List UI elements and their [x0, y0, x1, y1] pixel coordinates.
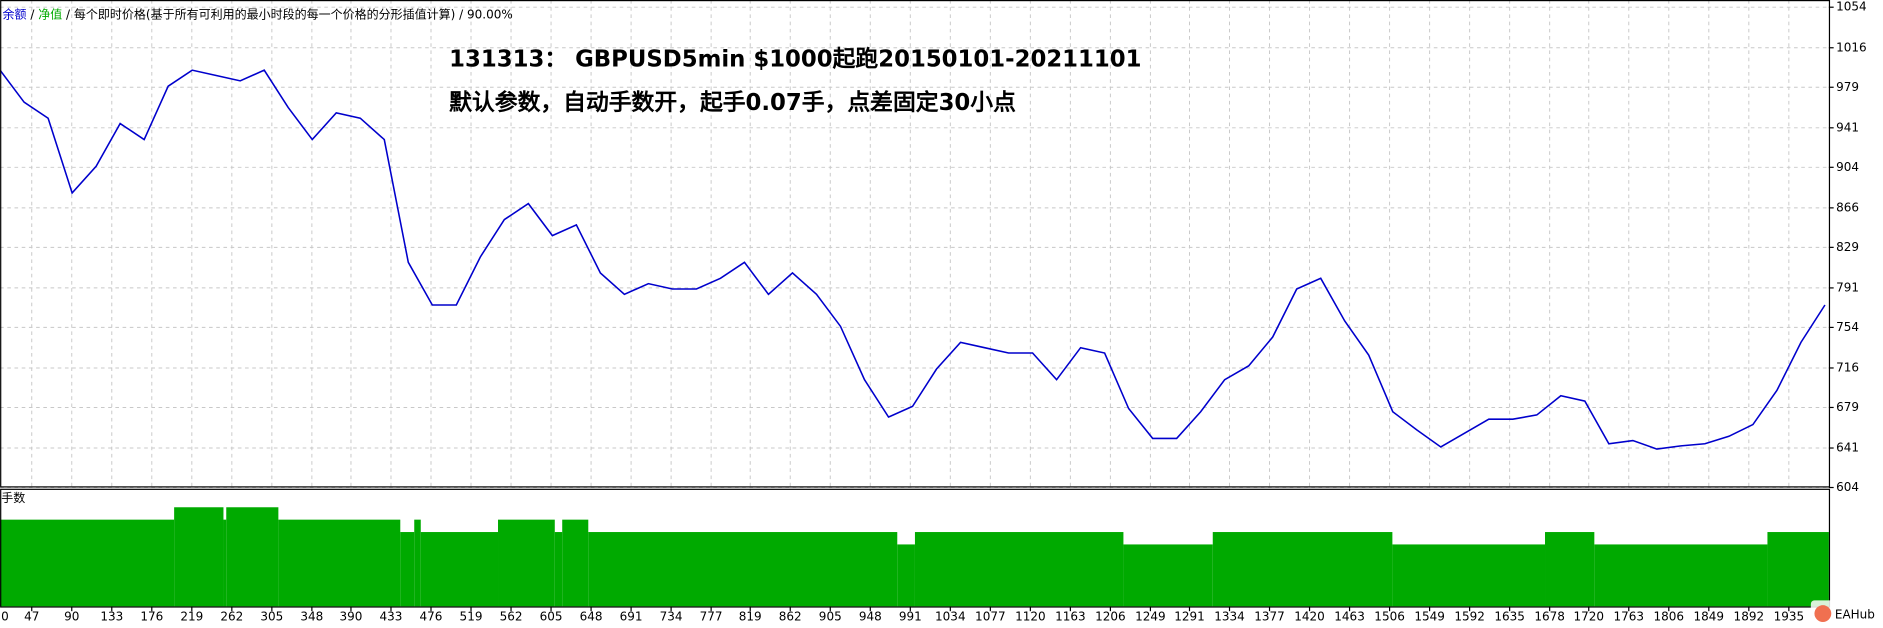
y-tick-label: 716	[1836, 360, 1859, 374]
y-tick-label: 604	[1836, 480, 1859, 494]
legend-entry: 净值	[38, 6, 62, 21]
lot-bar	[1545, 532, 1595, 607]
y-tick-label: 754	[1836, 320, 1859, 334]
lot-bar	[897, 544, 915, 607]
lot-bar	[498, 519, 555, 607]
x-tick-label: 433	[380, 610, 403, 624]
x-tick-label: 862	[779, 610, 802, 624]
lot-bar	[278, 519, 401, 607]
legend-entry: 90.00%	[467, 7, 513, 21]
legend-entry: 每个即时价格(基于所有可利用的最小时段的每一个价格的分形插值计算)	[74, 6, 455, 21]
annotation: 默认参数，自动手数开，起手0.07手，点差固定30小点	[449, 89, 1016, 116]
y-tick-label: 1016	[1836, 40, 1867, 54]
x-tick-label: 219	[180, 610, 203, 624]
y-tick-label: 979	[1836, 80, 1859, 94]
y-tick-label: 791	[1836, 280, 1859, 294]
x-tick-label: 1077	[975, 610, 1006, 624]
lot-bar	[588, 532, 898, 607]
x-tick-label: 948	[859, 610, 882, 624]
x-tick-label: 1506	[1374, 610, 1405, 624]
main-frame	[0, 0, 1831, 488]
lot-bar	[1767, 532, 1829, 607]
watermark-bg	[1810, 600, 1883, 627]
x-tick-label: 1635	[1494, 610, 1525, 624]
lot-bar	[400, 532, 415, 607]
x-tick-label: 262	[220, 610, 243, 624]
line-series	[0, 69, 1826, 450]
x-tick-label: 777	[700, 610, 723, 624]
x-tick-label: 1034	[935, 610, 966, 624]
x-tick-label: 1592	[1454, 610, 1485, 624]
y-tick-label: 1054	[1836, 0, 1867, 14]
lot-bar	[414, 519, 421, 607]
x-tick-label: 1720	[1573, 610, 1604, 624]
y-tick-label: 941	[1836, 120, 1859, 134]
lots-frame	[0, 488, 1831, 608]
x-tick-label: 1463	[1334, 610, 1365, 624]
lot-bar	[1123, 544, 1213, 607]
x-tick-label: 991	[899, 610, 922, 624]
x-tick-label: 819	[739, 610, 762, 624]
x-tick-label: 90	[64, 610, 79, 624]
x-tick-label: 1120	[1015, 610, 1046, 624]
lots-label: 手数	[1, 490, 25, 505]
plot	[0, 69, 1829, 607]
x-tick-label: 1549	[1414, 610, 1445, 624]
x-tick-label: 305	[260, 610, 283, 624]
x-tick-label: 734	[660, 610, 683, 624]
legend-separator: /	[459, 7, 464, 21]
x-tick-label: 1206	[1095, 610, 1126, 624]
x-tick-label: 476	[420, 610, 443, 624]
x-tick-label: 1163	[1055, 610, 1086, 624]
legend-entry: 余额	[3, 6, 27, 21]
x-tick-label: 176	[140, 610, 163, 624]
x-tick-label: 1935	[1774, 610, 1805, 624]
x-tick-label: 348	[300, 610, 323, 624]
x-tick-label: 905	[819, 610, 842, 624]
x-tick-label: 1291	[1174, 610, 1205, 624]
x-tick-label: 1377	[1254, 610, 1285, 624]
x-tick-label: 0	[1, 610, 9, 624]
x-tick-label: 1420	[1294, 610, 1325, 624]
lot-bar	[226, 507, 279, 607]
annotation: 131313： GBPUSD5min $1000起跑20150101-20211…	[449, 47, 1141, 73]
watermark-icon	[1814, 605, 1832, 622]
x-tick-label: 47	[24, 610, 39, 624]
x-tick-label: 1334	[1214, 610, 1245, 624]
x-tick-label: 1249	[1135, 610, 1166, 624]
x-tick-label: 519	[460, 610, 483, 624]
lot-bar	[420, 532, 499, 607]
lot-bar	[1594, 544, 1768, 607]
y-tick-label: 866	[1836, 200, 1859, 214]
legend-separator: /	[30, 7, 35, 21]
lot-bar	[554, 532, 563, 607]
y-tick-label: 679	[1836, 400, 1859, 414]
x-tick-label: 1849	[1694, 610, 1725, 624]
grid	[0, 0, 1829, 488]
legend-separator: /	[66, 7, 71, 21]
y-tick-label: 641	[1836, 441, 1859, 455]
x-tick-label: 390	[340, 610, 363, 624]
x-tick-label: 1678	[1534, 610, 1565, 624]
legend: 余额 / 净值 / 每个即时价格(基于所有可利用的最小时段的每一个价格的分形插值…	[3, 6, 513, 21]
x-tick-label: 133	[100, 610, 123, 624]
lot-bar	[914, 532, 1124, 607]
lot-bar	[1212, 532, 1393, 607]
lot-bar	[0, 519, 175, 607]
x-tick-label: 1892	[1734, 610, 1765, 624]
y-tick-label: 904	[1836, 160, 1859, 174]
x-tick-label: 605	[540, 610, 563, 624]
lot-bar	[562, 519, 589, 607]
lot-bar	[1392, 544, 1546, 607]
x-tick-label: 648	[580, 610, 603, 624]
lot-bar	[174, 507, 224, 607]
lot-bar	[223, 519, 227, 607]
x-tick-label: 1806	[1654, 610, 1685, 624]
x-tick-label: 691	[620, 610, 643, 624]
x-tick-label: 1763	[1613, 610, 1644, 624]
y-tick-label: 829	[1836, 240, 1859, 254]
watermark: EAHub	[1835, 607, 1875, 621]
x-tick-label: 562	[500, 610, 523, 624]
